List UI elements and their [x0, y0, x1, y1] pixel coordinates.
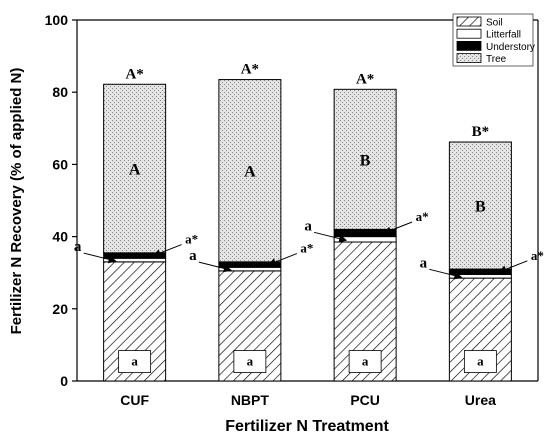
- y-tick-label: 60: [52, 156, 68, 172]
- y-tick-label: 0: [60, 373, 68, 389]
- tree-letter: A: [129, 162, 141, 179]
- y-tick-label: 100: [45, 12, 69, 28]
- soil-letter: a: [247, 354, 254, 369]
- legend-label: Tree: [486, 54, 507, 65]
- litterfall-arrow: [83, 252, 117, 264]
- bar-top-label: B*: [472, 124, 490, 140]
- bar-segment-understory: [448, 268, 512, 276]
- bar-segment-tree: [218, 79, 282, 263]
- x-ticks: CUF NBPT PCU Urea: [120, 392, 496, 408]
- understory-arrow: [498, 260, 528, 273]
- tree-letter: B: [360, 152, 371, 169]
- legend-label: Understory: [486, 42, 535, 53]
- litterfall-arrow: [314, 231, 348, 243]
- bar-segment-tree: [448, 141, 512, 270]
- legend-label: Soil: [486, 18, 503, 29]
- litterfall-letter: a: [189, 248, 197, 264]
- tree-letter: A: [244, 164, 256, 181]
- y-tick-label: 80: [52, 84, 68, 100]
- soil-letter: a: [131, 354, 138, 369]
- bar-segment-tree: [333, 88, 397, 230]
- litterfall-letter: a: [74, 239, 82, 255]
- bar-segment-understory: [218, 261, 282, 268]
- bar-segment-tree: [103, 83, 167, 254]
- x-tick-label: CUF: [120, 392, 149, 408]
- soil-letter-box: [118, 350, 152, 373]
- x-axis-title: Fertilizer N Treatment: [225, 418, 389, 435]
- legend-label: Litterfall: [486, 30, 521, 41]
- tree-letter: B: [475, 199, 486, 216]
- y-tick-label: 40: [52, 229, 68, 245]
- y-tick-label: 20: [52, 301, 68, 317]
- soil-letter: a: [477, 354, 484, 369]
- litterfall-arrow: [198, 261, 232, 273]
- soil-letter-box: [463, 350, 497, 373]
- legend-swatch-understory: [456, 41, 482, 51]
- understory-letter: a*: [185, 232, 198, 247]
- bar-top-label: A*: [125, 66, 143, 82]
- understory-arrow: [383, 221, 413, 235]
- soil-letter: a: [362, 354, 369, 369]
- soil-letter-box: [233, 350, 267, 373]
- understory-arrow: [152, 244, 182, 257]
- understory-arrow: [267, 253, 298, 266]
- bar-segment-understory: [333, 228, 397, 238]
- legend-swatch-litterfall: [456, 28, 482, 39]
- bar-top-label: A*: [241, 62, 259, 78]
- bar-segment-understory: [103, 252, 167, 259]
- understory-letter: a*: [300, 241, 313, 256]
- bars: [103, 79, 512, 382]
- y-ticks: 0 20 40 60 80 100: [45, 12, 77, 389]
- legend-swatch-tree: [456, 53, 482, 63]
- litterfall-letter: a: [304, 218, 312, 234]
- x-tick-label: PCU: [350, 392, 380, 408]
- bar-top-label: A*: [356, 71, 374, 87]
- y-axis-title: Fertilizer N Recovery (% of applied N): [8, 68, 25, 335]
- x-tick-label: Urea: [465, 392, 496, 408]
- soil-letter-box: [348, 350, 382, 373]
- understory-letter: a*: [416, 209, 429, 224]
- litterfall-letter: a: [420, 255, 428, 271]
- legend-swatch-soil: [456, 16, 482, 27]
- understory-letter: a*: [531, 248, 544, 263]
- x-tick-label: NBPT: [231, 392, 270, 408]
- litterfall-arrow: [429, 268, 463, 280]
